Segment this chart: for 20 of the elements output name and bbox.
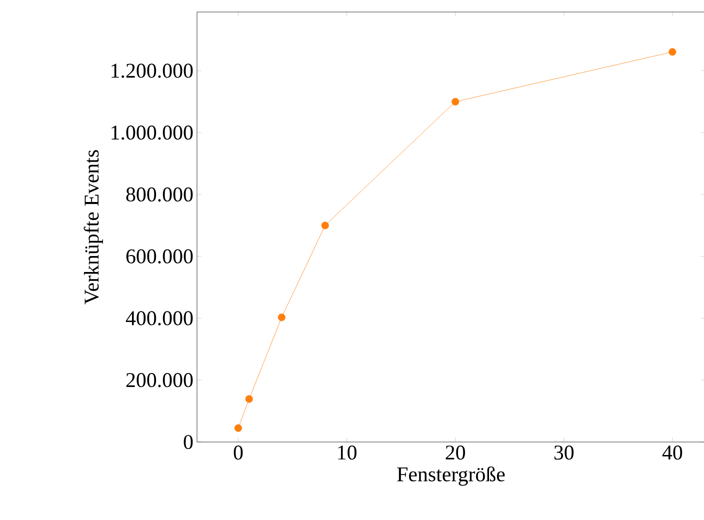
y-tick-label: 600.000 (126, 249, 193, 264)
point (321, 222, 329, 230)
y-tick-label: 800.000 (126, 187, 193, 202)
point (668, 48, 676, 56)
y-tick-label: 200.000 (126, 373, 193, 388)
y-tick-label: 400.000 (126, 311, 193, 326)
point (452, 98, 460, 106)
y-axis-title: Verknüpfte Events (84, 150, 103, 304)
x-tick-label: 10 (338, 446, 356, 460)
x-tick-label: 30 (554, 446, 574, 460)
point (245, 395, 253, 403)
point (278, 314, 286, 322)
x-axis-title: Fenstergröße (397, 466, 505, 486)
point (234, 424, 242, 432)
x-tick-label: 40 (662, 446, 682, 460)
x-tick-label: 0 (234, 446, 243, 460)
y-tick-label: 1.000.000 (112, 126, 193, 140)
x-tick-label: 20 (446, 446, 466, 460)
y-tick-label: 0 (184, 434, 193, 450)
y-tick-label: 1.200.000 (112, 64, 193, 78)
